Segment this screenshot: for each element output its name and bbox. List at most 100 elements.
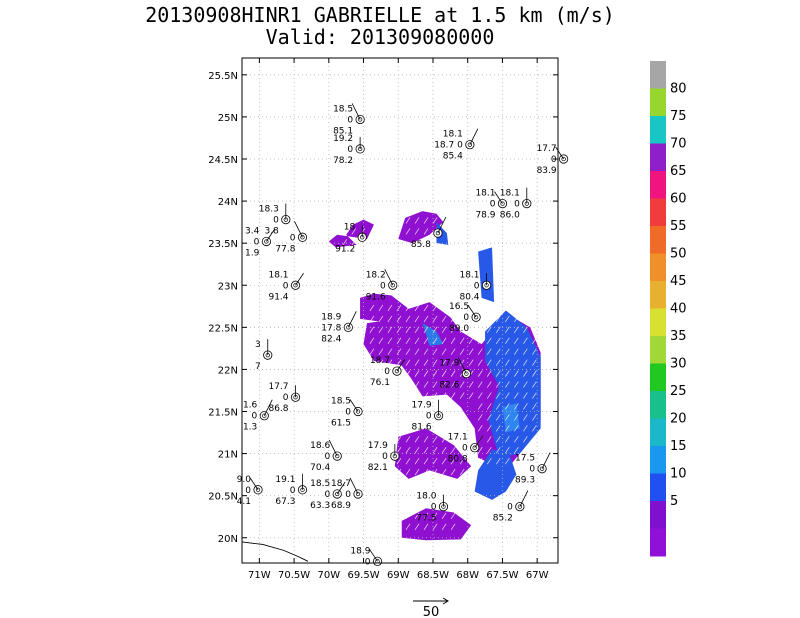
station-label: 0 <box>252 412 258 422</box>
wind-vector <box>532 403 537 410</box>
station: 18 91.2 <box>335 222 367 254</box>
wind-vector <box>495 348 501 355</box>
wind-vector <box>486 315 492 323</box>
wind-vector <box>477 447 483 454</box>
colorbar-label: 35 <box>670 329 687 344</box>
station-marker-inner <box>293 283 298 288</box>
station-label: 89.0 <box>449 324 469 334</box>
wind-vector <box>505 370 510 377</box>
station-label: 68.9 <box>331 501 351 511</box>
station-label: 0 <box>245 486 251 496</box>
station-marker-inner <box>500 201 505 206</box>
station-label: 0 <box>490 200 496 210</box>
wind-vector <box>432 326 438 334</box>
wind-vector <box>450 447 456 454</box>
station-label: 85.4 <box>443 152 463 162</box>
wind-vector <box>495 425 501 432</box>
wind-vector <box>414 217 420 224</box>
wind-vector <box>495 457 501 465</box>
wind-vector <box>477 370 483 377</box>
station-marker-inner <box>464 371 469 376</box>
wind-vector <box>477 326 483 334</box>
station-label: 17.9 <box>439 359 459 369</box>
station-label: 17.9 <box>412 401 432 411</box>
wind-vector <box>423 326 429 334</box>
reference-arrowhead-icon <box>442 597 449 605</box>
colorbar-label: 45 <box>670 274 687 289</box>
wind-vector <box>486 381 492 388</box>
wind-vector <box>505 348 510 355</box>
wind-vector <box>414 447 420 454</box>
station-label: 0 <box>345 408 351 418</box>
wind-vector <box>396 381 402 388</box>
wind-vector <box>405 370 411 377</box>
wind-vector <box>468 326 474 334</box>
wind-barb-icon <box>349 399 359 412</box>
map-subtitle: Valid: 201309080000 <box>265 25 495 49</box>
station-marker-inner <box>264 239 269 244</box>
wind-vector <box>378 370 384 377</box>
station-label: 0 <box>529 465 535 475</box>
wind-barb-icon <box>295 273 304 286</box>
lat-tick-label: 25N <box>218 113 238 124</box>
wind-vector <box>514 403 519 410</box>
wind-vector <box>468 436 474 443</box>
wind-barb-icon <box>263 399 273 416</box>
station-marker-inner <box>300 235 305 240</box>
wind-vector <box>523 359 528 366</box>
wind-vector <box>514 381 519 388</box>
wind-vector <box>387 337 393 344</box>
wind-barb-icon <box>437 216 447 234</box>
wind-vector <box>432 315 438 323</box>
station: 1.601.3 <box>243 399 273 433</box>
wind-vector <box>523 326 528 334</box>
wind-vector <box>441 315 447 323</box>
colorbar-swatch <box>650 446 666 474</box>
station-label: 0 <box>273 216 279 226</box>
lat-tick-label: 20N <box>218 534 238 545</box>
wind-vector <box>441 337 447 344</box>
wind-vector <box>486 447 492 454</box>
wind-vector <box>495 326 501 334</box>
wind-vector <box>423 359 429 366</box>
station-marker-icon <box>465 140 475 150</box>
station: 18.118.7 085.4 <box>434 128 479 162</box>
station-marker-inner <box>517 504 523 509</box>
colorbar-swatch <box>650 391 666 419</box>
wind-patch <box>394 428 472 479</box>
wind-barb-icon <box>347 311 357 328</box>
wind-vector <box>396 436 402 443</box>
station-label: 17.1 <box>448 433 468 443</box>
station-label: 0 <box>463 313 469 323</box>
wind-vector <box>505 315 510 323</box>
wind-vector <box>405 304 411 312</box>
station-label: 18.9 <box>321 312 341 322</box>
wind-vector <box>523 392 528 399</box>
wind-barb-icon <box>336 481 346 495</box>
wind-vector <box>450 337 456 344</box>
station-marker-inner <box>473 315 479 320</box>
wind-vector <box>387 348 393 355</box>
wind-barb-icon <box>294 221 303 238</box>
wind-vector <box>477 392 483 399</box>
wind-vector <box>369 315 375 323</box>
wind-vector <box>432 447 438 454</box>
reference-vector-label: 50 <box>423 605 440 618</box>
colorbar-swatch <box>650 418 666 447</box>
wind-vectors <box>342 217 537 531</box>
wind-vector <box>378 392 384 399</box>
wind-vector <box>495 315 501 323</box>
station-label: 0 <box>380 281 386 291</box>
wind-vector <box>369 348 375 355</box>
wind-vector <box>477 457 483 465</box>
station-label: 17.8 <box>321 323 341 333</box>
wind-vector <box>486 436 492 443</box>
wind-vector <box>432 457 438 465</box>
colorbar-swatch <box>650 171 666 199</box>
wind-vector <box>523 337 528 344</box>
wind-vector <box>532 414 537 421</box>
